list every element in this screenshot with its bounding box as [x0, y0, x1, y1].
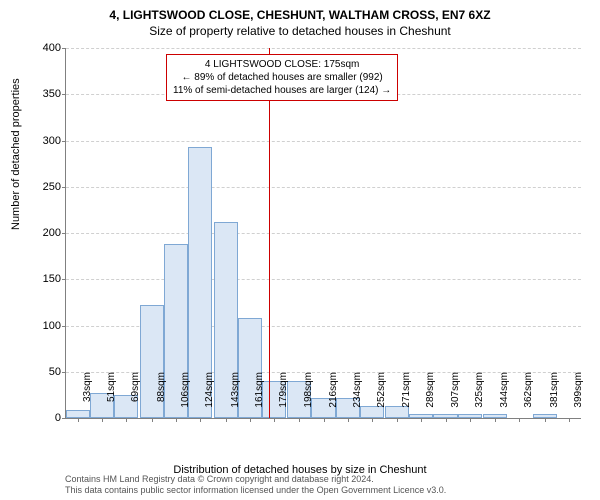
xtick-mark	[250, 418, 251, 422]
chart-area: 05010015020025030035040033sqm51sqm69sqm8…	[65, 48, 580, 418]
xtick-mark	[495, 418, 496, 422]
footer: Contains HM Land Registry data © Crown c…	[65, 474, 446, 496]
annotation-line: 11% of semi-detached houses are larger (…	[173, 84, 391, 97]
title-sub: Size of property relative to detached ho…	[0, 22, 600, 38]
title-main: 4, LIGHTSWOOD CLOSE, CHESHUNT, WALTHAM C…	[0, 0, 600, 22]
xtick-mark	[274, 418, 275, 422]
gridline	[66, 233, 581, 234]
y-axis-label: Number of detached properties	[10, 78, 22, 230]
ytick-label: 300	[21, 135, 61, 147]
xtick-label: 234sqm	[352, 372, 363, 422]
xtick-label: 124sqm	[204, 372, 215, 422]
xtick-label: 399sqm	[573, 372, 584, 422]
gridline	[66, 48, 581, 49]
xtick-label: 216sqm	[328, 372, 339, 422]
xtick-mark	[372, 418, 373, 422]
marker-line	[269, 48, 270, 418]
xtick-label: 51sqm	[106, 372, 117, 422]
xtick-label: 143sqm	[230, 372, 241, 422]
ytick-label: 200	[21, 227, 61, 239]
ytick-label: 0	[21, 412, 61, 424]
annotation-box: 4 LIGHTSWOOD CLOSE: 175sqm← 89% of detac…	[166, 54, 398, 101]
xtick-label: 344sqm	[499, 372, 510, 422]
footer-line1: Contains HM Land Registry data © Crown c…	[65, 474, 446, 485]
annotation-line: ← 89% of detached houses are smaller (99…	[173, 71, 391, 84]
xtick-mark	[176, 418, 177, 422]
xtick-mark	[519, 418, 520, 422]
xtick-label: 69sqm	[130, 372, 141, 422]
xtick-mark	[299, 418, 300, 422]
ytick-mark	[62, 233, 66, 234]
xtick-label: 289sqm	[425, 372, 436, 422]
ytick-label: 250	[21, 181, 61, 193]
xtick-label: 179sqm	[278, 372, 289, 422]
ytick-mark	[62, 187, 66, 188]
xtick-label: 106sqm	[180, 372, 191, 422]
xtick-label: 198sqm	[303, 372, 314, 422]
ytick-label: 150	[21, 273, 61, 285]
xtick-mark	[324, 418, 325, 422]
gridline	[66, 187, 581, 188]
ytick-mark	[62, 48, 66, 49]
xtick-label: 271sqm	[401, 372, 412, 422]
ytick-label: 100	[21, 320, 61, 332]
xtick-mark	[226, 418, 227, 422]
xtick-mark	[348, 418, 349, 422]
xtick-mark	[126, 418, 127, 422]
xtick-label: 33sqm	[82, 372, 93, 422]
ytick-mark	[62, 372, 66, 373]
ytick-mark	[62, 94, 66, 95]
ytick-label: 50	[21, 366, 61, 378]
xtick-label: 381sqm	[549, 372, 560, 422]
xtick-label: 307sqm	[450, 372, 461, 422]
gridline	[66, 141, 581, 142]
xtick-label: 362sqm	[523, 372, 534, 422]
ytick-label: 350	[21, 88, 61, 100]
footer-line2: This data contains public sector informa…	[65, 485, 446, 496]
xtick-mark	[545, 418, 546, 422]
xtick-mark	[78, 418, 79, 422]
ytick-mark	[62, 141, 66, 142]
xtick-mark	[152, 418, 153, 422]
xtick-mark	[397, 418, 398, 422]
xtick-mark	[102, 418, 103, 422]
annotation-line: 4 LIGHTSWOOD CLOSE: 175sqm	[173, 58, 391, 71]
xtick-mark	[470, 418, 471, 422]
gridline	[66, 279, 581, 280]
ytick-label: 400	[21, 42, 61, 54]
ytick-mark	[62, 326, 66, 327]
xtick-label: 325sqm	[474, 372, 485, 422]
xtick-label: 252sqm	[376, 372, 387, 422]
ytick-mark	[62, 418, 66, 419]
xtick-label: 161sqm	[254, 372, 265, 422]
xtick-mark	[569, 418, 570, 422]
ytick-mark	[62, 279, 66, 280]
xtick-mark	[446, 418, 447, 422]
xtick-label: 88sqm	[156, 372, 167, 422]
xtick-mark	[200, 418, 201, 422]
plot: 05010015020025030035040033sqm51sqm69sqm8…	[65, 48, 581, 419]
xtick-mark	[421, 418, 422, 422]
